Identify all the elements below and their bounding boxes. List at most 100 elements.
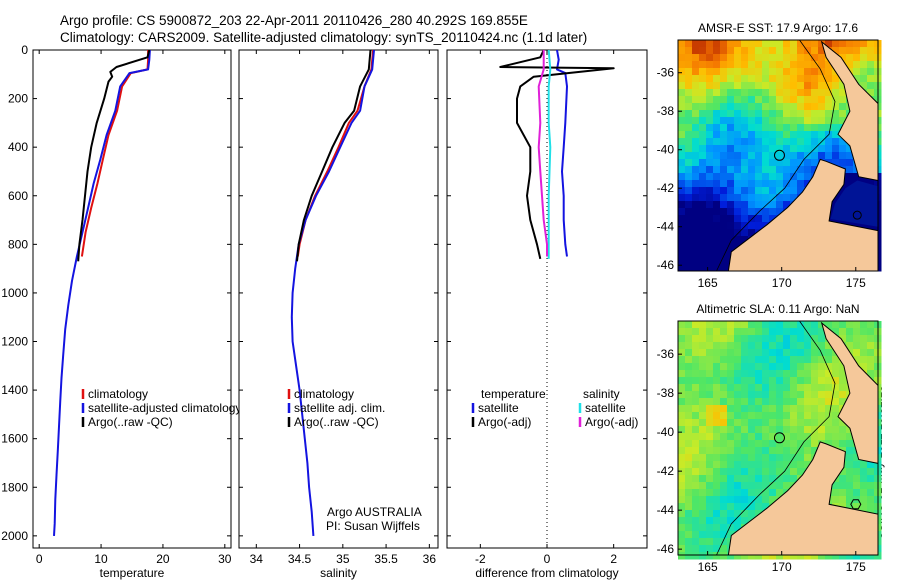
map-cell xyxy=(860,468,868,476)
map-cell xyxy=(678,201,686,209)
map-cell xyxy=(797,426,805,434)
map-cell xyxy=(783,40,791,48)
map-cell xyxy=(804,145,812,153)
map-cell xyxy=(685,229,693,237)
map-cell xyxy=(783,468,791,476)
map-cell xyxy=(734,68,742,76)
map-cell xyxy=(790,468,798,476)
map-cell xyxy=(692,243,700,251)
map-cell xyxy=(769,194,777,202)
map-cell xyxy=(783,61,791,69)
map-cell xyxy=(804,89,812,97)
map-cell xyxy=(685,152,693,160)
map-cell xyxy=(741,236,749,244)
map-cell xyxy=(720,229,728,237)
map-cell xyxy=(839,475,847,483)
map-cell xyxy=(699,531,707,539)
map-cell xyxy=(860,461,868,469)
map-cell xyxy=(783,117,791,125)
map-cell xyxy=(839,321,847,329)
map-cell xyxy=(692,152,700,160)
map-cell xyxy=(783,110,791,118)
series-line xyxy=(53,49,151,536)
map-cell xyxy=(692,454,700,462)
map-cell xyxy=(783,124,791,132)
map-cell xyxy=(769,391,777,399)
map-cell xyxy=(699,461,707,469)
map-cell xyxy=(797,377,805,385)
map-cell xyxy=(692,419,700,427)
map-cell xyxy=(741,384,749,392)
map-cell xyxy=(846,440,854,448)
map-cell xyxy=(860,68,868,76)
map-cell xyxy=(685,433,693,441)
map-cell xyxy=(706,461,714,469)
map-cell xyxy=(692,68,700,76)
map-cell xyxy=(699,524,707,532)
map-cell xyxy=(762,194,770,202)
map-cell xyxy=(804,159,812,167)
map-cell xyxy=(685,531,693,539)
map-cell xyxy=(713,531,721,539)
map-cell xyxy=(706,264,714,272)
map-cell xyxy=(713,489,721,497)
map-cell xyxy=(713,433,721,441)
map-cell xyxy=(706,61,714,69)
map-cell xyxy=(867,75,875,83)
annotation-text: Argo AUSTRALIA xyxy=(327,505,422,519)
map-cell xyxy=(706,496,714,504)
map-cell xyxy=(825,40,833,48)
map-cell xyxy=(783,89,791,97)
map-cell xyxy=(811,391,819,399)
map-cell xyxy=(783,391,791,399)
map-cell xyxy=(839,384,847,392)
map-cell xyxy=(797,61,805,69)
map-cell xyxy=(734,475,742,483)
map-cell xyxy=(720,250,728,258)
map-cell xyxy=(713,335,721,343)
map-cell xyxy=(727,152,735,160)
map-cell xyxy=(678,405,686,413)
map-cell xyxy=(692,321,700,329)
x-tick-label: 0 xyxy=(36,552,43,566)
map-cell xyxy=(853,475,861,483)
map-cell xyxy=(678,82,686,90)
map-x-tick-label: 175 xyxy=(846,276,866,290)
map-cell xyxy=(846,552,854,560)
map-cell xyxy=(713,103,721,111)
map-cell xyxy=(692,103,700,111)
map-cell xyxy=(685,377,693,385)
map-cell xyxy=(790,391,798,399)
map-cell xyxy=(727,75,735,83)
map-cell xyxy=(748,54,756,62)
map-cell xyxy=(867,82,875,90)
map-cell xyxy=(741,433,749,441)
map-cell xyxy=(699,503,707,511)
map-cell xyxy=(748,138,756,146)
map-cell xyxy=(769,173,777,181)
map-cell xyxy=(741,215,749,223)
map-cell xyxy=(755,391,763,399)
map-cell xyxy=(804,110,812,118)
map-cell xyxy=(720,405,728,413)
map-cell xyxy=(720,264,728,272)
map-cell xyxy=(818,342,826,350)
map-cell xyxy=(692,433,700,441)
map-cell xyxy=(811,356,819,364)
map-cell xyxy=(762,335,770,343)
map-cell xyxy=(818,433,826,441)
map-cell xyxy=(769,496,777,504)
map-cell xyxy=(776,82,784,90)
map-cell xyxy=(797,461,805,469)
map-cell xyxy=(867,363,875,371)
map-cell xyxy=(727,138,735,146)
map-cell xyxy=(734,468,742,476)
map-cell xyxy=(720,47,728,55)
map-cell xyxy=(720,166,728,174)
map-cell xyxy=(811,47,819,55)
map-cell xyxy=(734,187,742,195)
map-cell xyxy=(804,335,812,343)
map-cell xyxy=(769,489,777,497)
y-tick-label: 800 xyxy=(8,237,28,251)
map-cell xyxy=(818,328,826,336)
